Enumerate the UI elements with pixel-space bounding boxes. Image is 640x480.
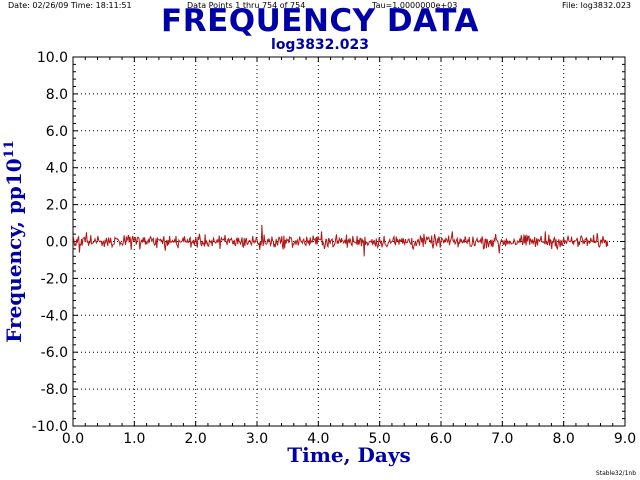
x-tick-label: 7.0 — [491, 431, 513, 447]
x-tick-label: 8.0 — [553, 431, 575, 447]
y-tick-label: 0.0 — [46, 235, 68, 251]
axis-ticks — [72, 56, 626, 427]
y-tick-label: 8.0 — [46, 87, 68, 103]
header-data-points: Data Points 1 thru 754 of 754 — [187, 1, 306, 10]
x-tick-labels: 0.0 1.0 2.0 3.0 4.0 5.0 6.0 7.0 8.0 9.0 — [62, 431, 636, 447]
frequency-series-line — [72, 224, 609, 257]
y-tick-label: 4.0 — [46, 161, 68, 177]
y-tick-label: -6.0 — [41, 345, 68, 361]
y-tick-label: -2.0 — [41, 271, 68, 287]
y-tick-label: -4.0 — [41, 308, 68, 324]
y-axis-title: Frequency, pp1011 — [2, 140, 26, 343]
x-tick-label: 6.0 — [430, 431, 452, 447]
y-tick-labels: 10.0 8.0 6.0 4.0 2.0 0.0 -2.0 -4.0 -6.0 -8.0 -10.0 — [32, 50, 68, 435]
chart-subtitle: log3832.023 — [271, 37, 369, 53]
header-file: File: log3832.023 — [562, 1, 631, 10]
header-date-time: Date: 02/26/09 Time: 18:11:51 — [8, 1, 132, 10]
x-tick-label: 9.0 — [614, 431, 636, 447]
y-tick-label: 6.0 — [46, 124, 68, 140]
x-tick-label: 0.0 — [62, 431, 84, 447]
x-tick-label: 3.0 — [246, 431, 268, 447]
y-axis-title-main: Frequency, pp10 — [2, 158, 26, 343]
y-tick-label: -10.0 — [32, 419, 68, 435]
x-tick-label: 4.0 — [307, 431, 329, 447]
footer-credit: Stable32/1nb — [595, 470, 636, 477]
x-tick-label: 5.0 — [369, 431, 391, 447]
y-tick-label: 10.0 — [37, 50, 68, 66]
y-tick-label: 2.0 — [46, 198, 68, 214]
x-tick-label: 1.0 — [123, 431, 145, 447]
x-tick-label: 2.0 — [185, 431, 207, 447]
y-tick-label: -8.0 — [41, 382, 68, 398]
header-tau: Tau=1.0000000e+03 — [372, 1, 458, 10]
x-axis-title: Time, Days — [287, 443, 410, 467]
y-axis-title-exponent: 11 — [2, 140, 17, 158]
chart-title: FREQUENCY DATA — [161, 3, 479, 39]
